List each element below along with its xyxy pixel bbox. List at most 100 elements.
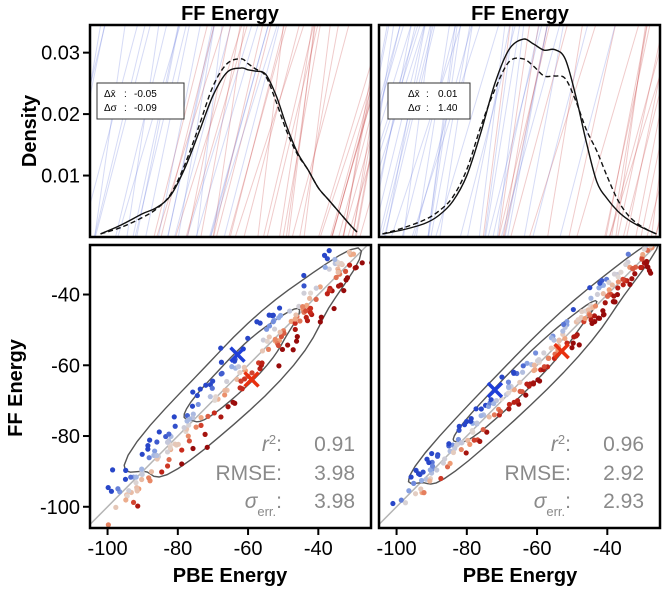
ylabel-density: Density xyxy=(19,94,41,167)
background-line xyxy=(291,25,350,237)
scatter-point xyxy=(426,459,432,466)
scatter-point xyxy=(202,431,208,437)
scatter-point xyxy=(235,364,242,370)
background-line xyxy=(352,119,371,237)
background-line xyxy=(347,155,371,237)
scatter-point xyxy=(562,335,568,342)
scatter-point xyxy=(194,392,200,399)
background-line xyxy=(343,70,371,237)
background-line xyxy=(331,98,371,237)
background-line xyxy=(484,25,521,237)
background-line xyxy=(510,25,568,237)
scatter-point xyxy=(146,475,152,481)
scatter-point xyxy=(427,467,433,473)
scatter-point xyxy=(511,370,517,376)
scatter-point xyxy=(147,437,153,443)
legend-mean-symbol: Δx̄ xyxy=(408,89,420,100)
scatter-point xyxy=(411,480,417,486)
background-line xyxy=(379,25,401,117)
scatter-point xyxy=(139,471,145,478)
density-curve-dashed xyxy=(100,58,358,235)
scatter-point xyxy=(279,346,286,353)
scatter-point xyxy=(287,308,293,314)
legend-mean-value: -0.05 xyxy=(134,89,157,100)
scatter-point xyxy=(390,500,396,507)
scatter-point xyxy=(197,386,203,392)
scatter-point xyxy=(488,397,494,403)
scatter-point xyxy=(238,378,244,384)
scatter-point xyxy=(602,300,608,306)
scatter-point xyxy=(115,486,121,492)
scatter-point xyxy=(506,401,513,408)
scatter-point xyxy=(164,463,171,469)
scatter-point xyxy=(531,362,537,368)
scatter-point xyxy=(293,312,299,318)
scatter-point xyxy=(548,345,554,351)
legend-sigma-symbol: Δσ xyxy=(104,103,118,114)
background-line xyxy=(331,98,371,237)
title-top-right: FF Energy xyxy=(471,3,570,25)
scatter-point xyxy=(398,497,404,503)
scatter-point xyxy=(198,415,204,421)
scatter-point xyxy=(259,360,265,366)
scatter-point xyxy=(205,413,211,419)
background-line xyxy=(384,25,426,237)
scatter-point xyxy=(478,413,484,419)
background-line xyxy=(379,25,425,171)
scatter-point xyxy=(645,264,651,270)
background-line xyxy=(145,25,190,237)
scatter-point xyxy=(418,486,424,492)
background-line xyxy=(478,25,506,237)
background-line xyxy=(379,25,388,73)
scatter-point xyxy=(468,418,474,424)
background-line xyxy=(439,25,473,237)
scatter-point xyxy=(470,429,476,435)
scatter-point xyxy=(156,429,162,435)
scatter-point xyxy=(245,335,251,341)
background-line xyxy=(174,25,232,237)
background-line xyxy=(153,25,208,237)
scatter-point xyxy=(167,445,173,451)
background-line xyxy=(390,25,462,237)
scatter-point xyxy=(499,374,505,380)
background-line xyxy=(482,25,511,237)
background-line xyxy=(186,25,253,237)
background-line xyxy=(402,25,432,237)
scatter-point xyxy=(420,469,426,475)
background-line xyxy=(435,25,500,237)
scatter-point xyxy=(517,388,523,394)
background-line xyxy=(430,25,471,237)
ylabel-ff-energy: FF Energy xyxy=(5,338,27,437)
y-tick-label: 0.03 xyxy=(41,43,80,65)
scatter-point xyxy=(505,384,512,390)
scatter-point xyxy=(190,389,196,395)
background-line xyxy=(611,25,648,237)
stats-bottom-right: r2: 0.96 RMSE: 2.92 σerr.: 2.93 xyxy=(504,432,644,519)
legend-box xyxy=(96,82,185,120)
scatter-point xyxy=(326,248,332,254)
background-line xyxy=(228,25,288,237)
background-line xyxy=(266,25,319,237)
scatter-point xyxy=(442,456,448,462)
scatter-point xyxy=(505,379,512,385)
scatter-point xyxy=(222,387,228,394)
scatter-point xyxy=(429,463,436,469)
scatter-point xyxy=(644,258,650,265)
scatter-point xyxy=(275,342,282,349)
background-line xyxy=(413,25,473,237)
background-line xyxy=(559,25,616,237)
stat-rmse-label: RMSE: xyxy=(215,462,282,485)
scatter-point xyxy=(152,448,158,454)
scatter-point xyxy=(456,427,462,433)
scatter-point xyxy=(560,321,567,327)
background-line xyxy=(175,25,243,237)
scatter-point xyxy=(648,270,654,276)
x-tick-label: -40 xyxy=(593,538,622,560)
scatter-point xyxy=(344,275,351,281)
scatter-point xyxy=(277,329,283,335)
x-tick-label: -100 xyxy=(88,538,128,560)
scatter-point xyxy=(353,238,358,243)
background-line xyxy=(415,25,450,237)
density-curve-dashed xyxy=(382,57,657,235)
scatter-point xyxy=(317,319,323,325)
